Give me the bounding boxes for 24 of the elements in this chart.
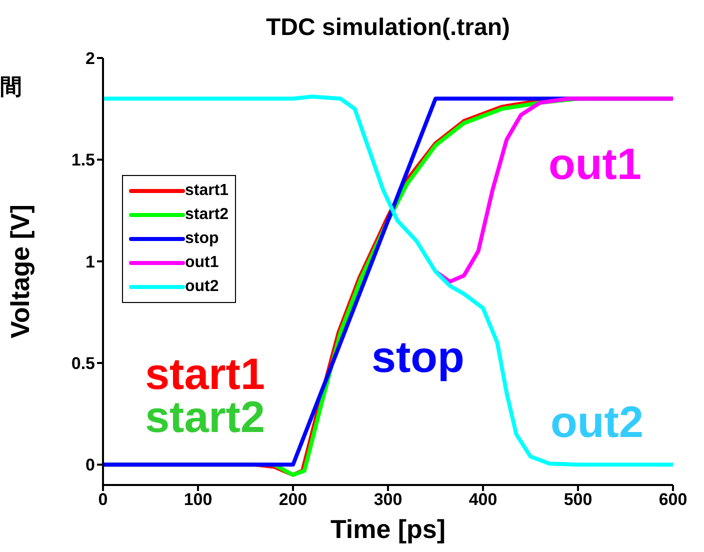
x-tick-label: 400	[468, 490, 498, 510]
y-tick-label: 0	[86, 456, 95, 475]
chart-title: TDC simulation(.tran)	[265, 14, 511, 42]
legend-label: stop	[185, 230, 219, 248]
y-axis-title: Voltage [V]	[5, 204, 36, 338]
x-tick-label: 200	[278, 490, 308, 510]
x-tick-label: 500	[564, 490, 592, 510]
x-tick-label: 100	[184, 490, 212, 510]
y-tick-label: 1.5	[71, 150, 95, 170]
annotation: out1	[548, 140, 642, 189]
legend-label: out1	[185, 254, 219, 272]
x-tick-label: 0	[98, 490, 108, 510]
annotation: stop	[372, 333, 464, 382]
x-axis-title: Time [ps]	[330, 514, 446, 544]
y-tick-label: 0.5	[71, 354, 95, 374]
legend-label: start2	[185, 206, 229, 224]
legend-label: out2	[185, 278, 219, 296]
text: 間	[0, 73, 22, 101]
annotation: out2	[550, 398, 644, 447]
y-tick-label: 2	[86, 49, 95, 68]
y-tick-label: 1	[86, 252, 95, 272]
x-tick-label: 300	[374, 490, 402, 510]
x-tick-label: 600	[658, 490, 688, 510]
legend-label: start1	[185, 182, 229, 200]
